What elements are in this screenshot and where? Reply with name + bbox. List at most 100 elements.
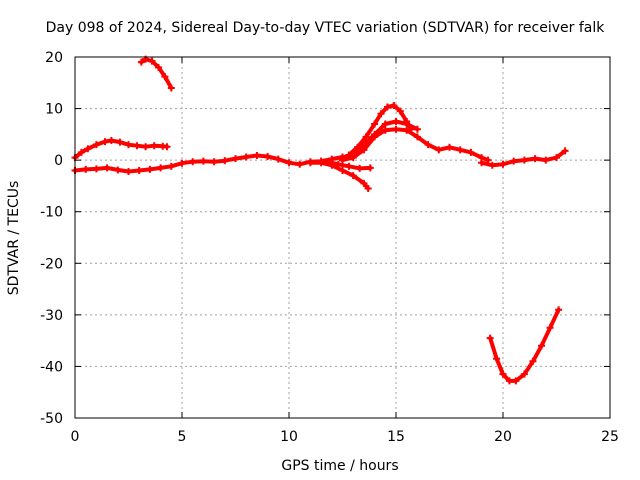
data-point (531, 155, 539, 163)
data-point (467, 148, 475, 156)
series-track-arc-early (71, 137, 171, 162)
data-point (392, 125, 400, 133)
data-point (103, 164, 111, 172)
data-point (296, 160, 304, 168)
x-tick-label: 20 (494, 429, 512, 445)
data-point (520, 370, 528, 378)
y-tick-label: 0 (54, 153, 63, 169)
data-point (553, 154, 560, 162)
data-point (403, 126, 411, 134)
data-point (486, 334, 494, 342)
data-point (538, 342, 546, 350)
data-point (157, 164, 165, 172)
y-tick-label: -50 (40, 411, 63, 427)
data-point (77, 148, 85, 156)
data-point (488, 161, 496, 169)
data-point (512, 377, 520, 385)
data-point (366, 164, 374, 172)
series-line (479, 148, 568, 168)
data-point (84, 145, 92, 153)
x-axis-label: GPS time / hours (281, 458, 398, 474)
y-tick-label: -30 (40, 308, 63, 324)
data-point (82, 165, 90, 173)
data-point (381, 120, 389, 128)
data-point (167, 84, 175, 92)
data-point (107, 137, 115, 145)
data-point (360, 179, 368, 187)
data-point (199, 157, 207, 165)
series-track-descending-1 (306, 159, 372, 193)
data-point (210, 158, 218, 166)
data-point (306, 159, 314, 167)
data-point (242, 153, 250, 161)
data-point (163, 143, 171, 151)
data-point (221, 157, 229, 165)
data-point (150, 142, 158, 150)
data-point (356, 164, 364, 172)
data-point (478, 159, 486, 167)
data-point (555, 306, 563, 314)
data-point (499, 370, 507, 378)
data-point (383, 103, 391, 111)
data-point (142, 143, 150, 151)
axis-ticks: 0 5 10 15 20 25 -50 -40 -30 -20 -10 0 10 20 (40, 50, 619, 445)
data-point (390, 101, 398, 109)
data-point (435, 146, 443, 154)
data-point (154, 63, 162, 71)
plot-frame (74, 56, 611, 419)
series-track-peak-3 (339, 125, 492, 164)
data-point (349, 172, 357, 180)
data-point (125, 167, 132, 175)
data-point (92, 141, 100, 149)
data-point (499, 160, 507, 168)
data-point (148, 57, 156, 65)
series-track-peak-1 (345, 101, 415, 159)
series-track-descending-2 (324, 158, 374, 172)
series-track-late (478, 147, 569, 169)
data-point (413, 125, 421, 133)
data-point (253, 152, 261, 160)
data-point (349, 154, 357, 162)
data-point (493, 355, 501, 363)
data-point (135, 166, 143, 174)
y-axis-label: SDTVAR / TECUs (6, 181, 22, 296)
data-point (125, 141, 132, 149)
x-tick-label: 10 (280, 429, 298, 445)
data-point (505, 377, 513, 385)
series-track-dip (486, 306, 563, 385)
data-point (364, 185, 372, 193)
data-point (324, 158, 332, 166)
x-tick-label: 25 (601, 429, 619, 445)
data-point (403, 120, 411, 128)
data-point (396, 107, 404, 115)
data-point (101, 138, 109, 146)
data-point (133, 142, 141, 150)
x-tick-label: 0 (71, 429, 80, 445)
data-point (542, 156, 550, 164)
data-point (381, 126, 389, 134)
data-point (362, 133, 370, 141)
y-tick-label: -40 (40, 359, 63, 375)
data-point (413, 133, 421, 141)
series-line (346, 103, 413, 157)
y-tick-label: 20 (45, 50, 63, 66)
data-point (92, 165, 100, 173)
data-point (264, 153, 272, 161)
y-tick-label: -20 (40, 256, 63, 272)
data-point (510, 157, 518, 165)
data-point (339, 166, 346, 174)
data-point (446, 143, 453, 151)
data-point (371, 133, 379, 141)
data-point (529, 357, 537, 365)
data-point (161, 73, 169, 81)
y-tick-label: 10 (45, 102, 63, 118)
data-point (371, 120, 379, 128)
data-point (137, 58, 145, 66)
x-tick-label: 15 (387, 429, 405, 445)
data-point (561, 147, 569, 155)
data-point (546, 324, 554, 332)
data-point (520, 156, 528, 164)
data-point (285, 159, 293, 167)
y-tick-label: -10 (40, 205, 63, 221)
